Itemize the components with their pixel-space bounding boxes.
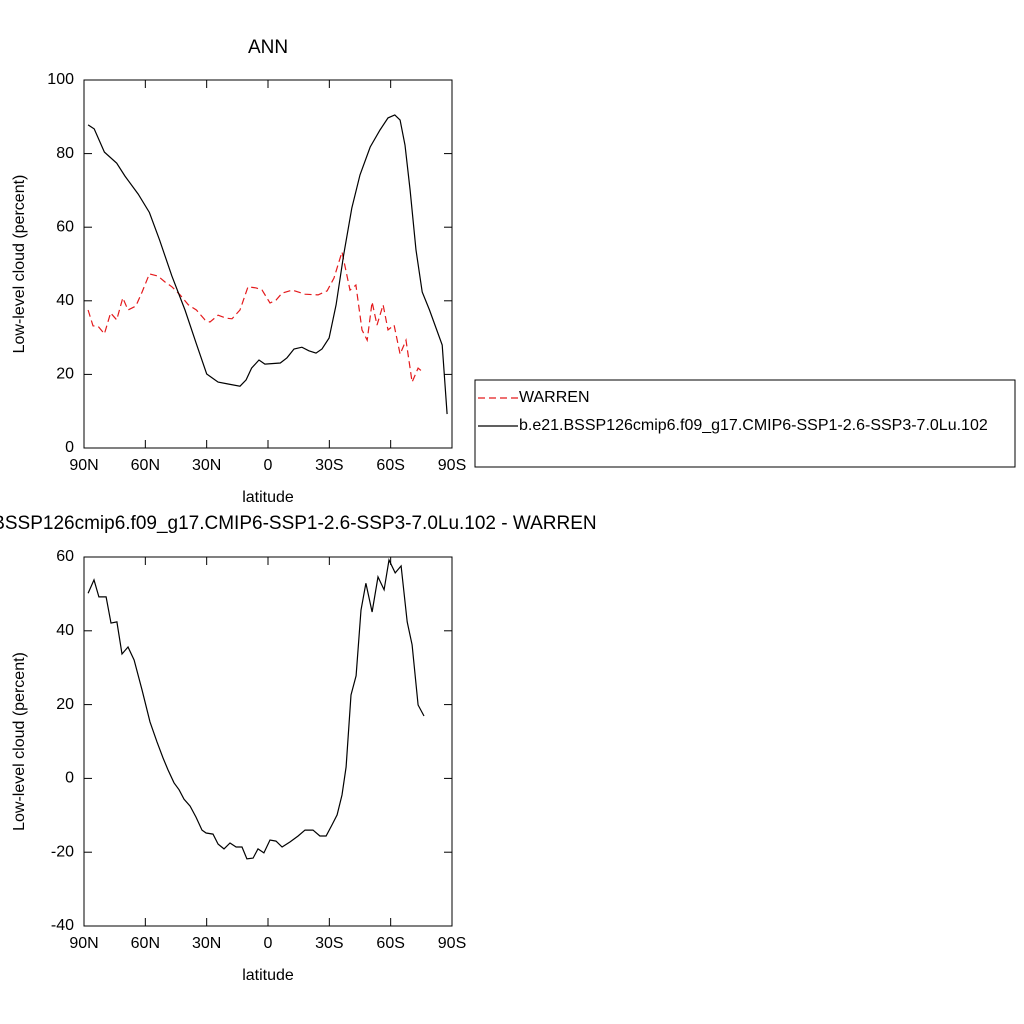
y-tick-label: 40 (56, 292, 74, 309)
x-tick-label: 90N (69, 457, 98, 474)
data-line (87, 114, 448, 415)
y-tick-label: 60 (56, 548, 74, 565)
y-axis-label: Low-level cloud (percent) (11, 175, 28, 354)
x-axis-label: latitude (242, 967, 294, 984)
x-tick-label: 90S (438, 935, 466, 952)
y-tick-label: -20 (51, 843, 74, 860)
x-tick-label: 60N (131, 935, 160, 952)
x-tick-label: 90N (69, 935, 98, 952)
data-line (87, 558, 425, 860)
y-tick-label: 20 (56, 366, 74, 383)
legend: WARREN b.e21.BSSP126cmip6.f09_g17.CMIP6-S… (474, 379, 1016, 468)
y-tick-label: 20 (56, 696, 74, 713)
x-tick-label: 0 (264, 457, 273, 474)
x-tick-label: 30N (192, 935, 221, 952)
y-axis-label: Low-level cloud (percent) (11, 652, 28, 831)
legend-box (474, 379, 1016, 468)
x-tick-label: 60S (376, 457, 404, 474)
y-tick-label: 60 (56, 218, 74, 235)
plot-frame (83, 556, 453, 927)
y-tick-label: 100 (47, 71, 74, 88)
x-tick-label: 0 (264, 935, 273, 952)
y-tick-label: 40 (56, 622, 74, 639)
plot-frame (83, 79, 453, 449)
y-tick-label: 80 (56, 145, 74, 162)
x-axis-label: latitude (242, 489, 294, 506)
x-tick-label: 60N (131, 457, 160, 474)
chart-title: ANN (248, 37, 288, 58)
y-tick-label: -40 (51, 917, 74, 934)
legend-label: WARREN (519, 389, 590, 406)
x-tick-label: 30S (315, 935, 343, 952)
y-tick-label: 0 (65, 439, 74, 456)
chart-title: b.e21.BSSP126cmip6.f09_g17.CMIP6-SSP1-2.… (0, 513, 597, 534)
legend-label: b.e21.BSSP126cmip6.f09_g17.CMIP6-SSP1-2.… (519, 417, 988, 434)
y-tick-label: 0 (65, 770, 74, 787)
x-tick-label: 30S (315, 457, 343, 474)
x-tick-label: 90S (438, 457, 466, 474)
x-tick-label: 30N (192, 457, 221, 474)
data-line (87, 251, 425, 385)
x-tick-label: 60S (376, 935, 404, 952)
